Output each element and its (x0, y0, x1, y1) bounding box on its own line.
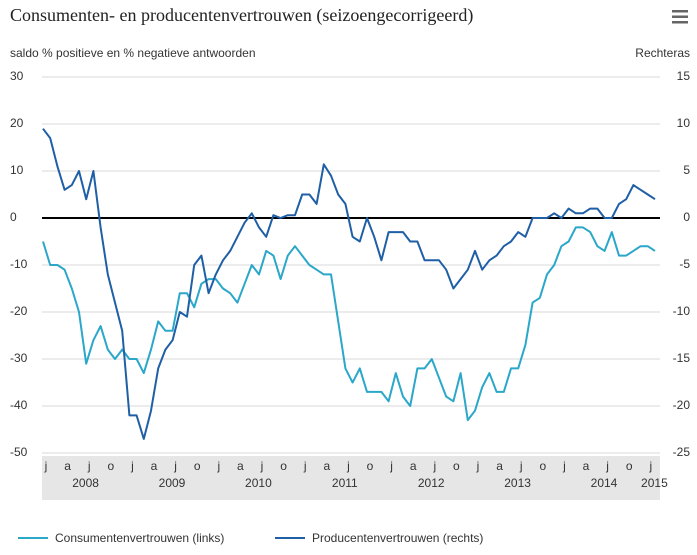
x-tick-label: j (562, 459, 566, 473)
y2-tick-label: 10 (677, 116, 691, 130)
series-line (42, 226, 656, 422)
y-tick-label: -40 (10, 398, 28, 412)
y2-tick-label: -25 (673, 445, 691, 459)
year-label: 2008 (72, 476, 99, 490)
y-tick-label: 20 (10, 116, 24, 130)
y2-tick-label: 0 (683, 210, 690, 224)
x-tick-label: j (605, 459, 609, 473)
y-tick-label: -50 (10, 445, 28, 459)
x-tick-label: j (476, 459, 480, 473)
x-tick-label: a (410, 459, 417, 473)
x-tick-label: j (648, 459, 652, 473)
y2-tick-label: 15 (677, 69, 691, 83)
year-label: 2013 (504, 476, 531, 490)
y-tick-label: -20 (10, 304, 28, 318)
x-tick-label: a (323, 459, 330, 473)
y-tick-label: -10 (10, 257, 28, 271)
y-tick-label: 30 (10, 69, 24, 83)
x-tick-label: j (303, 459, 307, 473)
x-tick-label: o (626, 459, 633, 473)
y-tick-label: 0 (10, 210, 17, 224)
x-tick-label: j (87, 459, 91, 473)
x-tick-label: o (453, 459, 460, 473)
year-label: 2014 (591, 476, 618, 490)
y2-tick-label: 5 (683, 163, 690, 177)
x-tick-label: o (194, 459, 201, 473)
x-tick-label: a (151, 459, 158, 473)
y2-tick-label: -15 (673, 351, 691, 365)
x-tick-label: a (496, 459, 503, 473)
y2-tick-label: -5 (679, 257, 690, 271)
y2-axis-label: Rechteras (635, 46, 690, 60)
y2-tick-label: -10 (673, 304, 691, 318)
x-tick-label: j (346, 459, 350, 473)
x-tick-label: j (260, 459, 264, 473)
x-tick-label: a (64, 459, 71, 473)
x-tick-label: o (280, 459, 287, 473)
legend-label: Consumentenvertrouwen (links) (55, 531, 224, 545)
x-tick-label: a (237, 459, 244, 473)
x-tick-label: a (583, 459, 590, 473)
x-axis-band (42, 456, 660, 500)
x-tick-label: j (389, 459, 393, 473)
y2-tick-label: -20 (673, 398, 691, 412)
x-tick-label: j (519, 459, 523, 473)
x-tick-label: j (130, 459, 134, 473)
legend-label: Producentenvertrouwen (rechts) (312, 531, 483, 545)
x-tick-label: j (216, 459, 220, 473)
x-tick-label: o (107, 459, 114, 473)
x-tick-label: j (173, 459, 177, 473)
series-line (42, 128, 656, 440)
year-label: 2011 (332, 476, 358, 490)
x-tick-label: o (367, 459, 374, 473)
year-label: 2015 (641, 476, 668, 490)
year-label: 2009 (159, 476, 186, 490)
x-tick-label: o (539, 459, 546, 473)
y-tick-label: 10 (10, 163, 24, 177)
x-tick-label: j (44, 459, 48, 473)
year-label: 2012 (418, 476, 445, 490)
y-axis-label: saldo % positieve en % negatieve antwoor… (10, 46, 256, 60)
x-tick-label: j (432, 459, 436, 473)
menu-icon[interactable] (672, 10, 688, 24)
chart-title: Consumenten- en producentenvertrouwen (s… (10, 5, 473, 26)
y-tick-label: -30 (10, 351, 28, 365)
year-label: 2010 (245, 476, 272, 490)
